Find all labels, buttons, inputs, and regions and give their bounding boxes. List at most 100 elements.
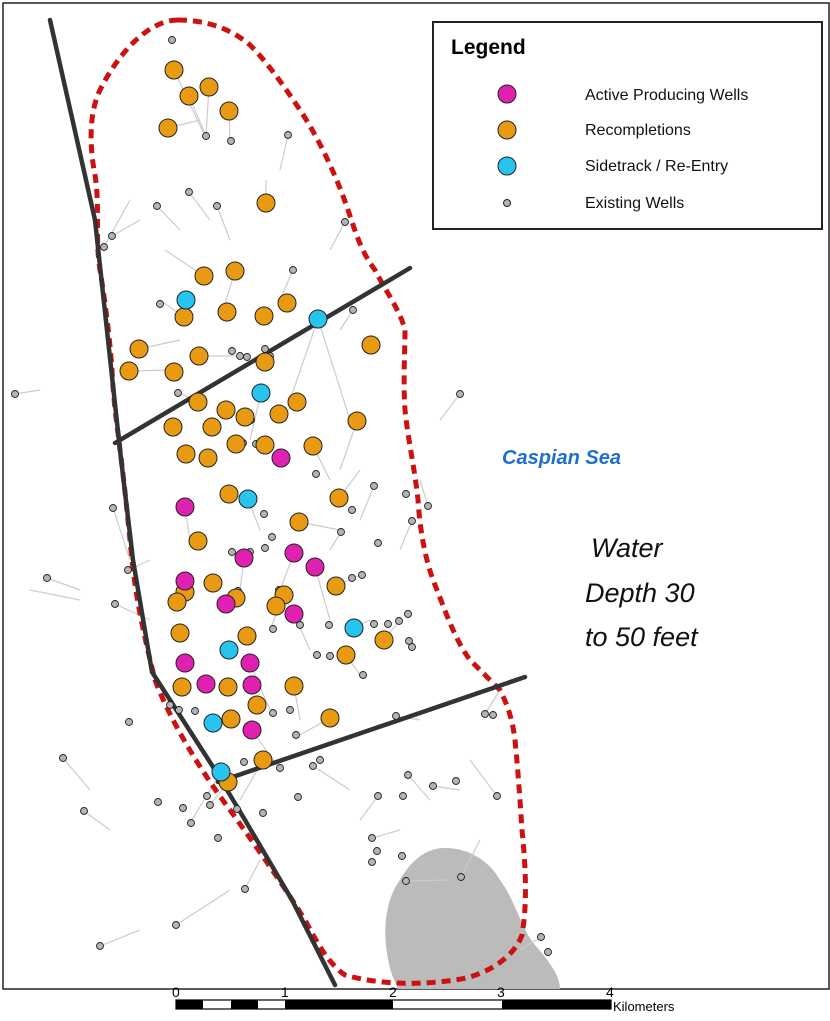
- existing-well-marker: [109, 504, 117, 512]
- active-producing-well-marker: [271, 448, 291, 468]
- recompletion-well-marker: [277, 293, 297, 313]
- recompletion-well-marker: [235, 407, 255, 427]
- existing-well-marker: [537, 933, 545, 941]
- recompletion-well-marker: [219, 484, 239, 504]
- recompletion-well-marker: [237, 626, 257, 646]
- existing-well-marker: [289, 266, 297, 274]
- recompletion-well-marker: [269, 404, 289, 424]
- active-producing-well-marker: [242, 675, 262, 695]
- active-producing-well-marker: [216, 594, 236, 614]
- active-producing-well-marker: [175, 653, 195, 673]
- well-trajectory: [29, 589, 81, 601]
- well-trajectory: [359, 485, 375, 521]
- well-trajectory: [419, 479, 429, 507]
- existing-well-marker: [368, 858, 376, 866]
- existing-well-marker: [481, 710, 489, 718]
- existing-well-marker: [370, 482, 378, 490]
- sidetrack-wells: [176, 290, 364, 782]
- well-trajectory: [339, 309, 354, 331]
- existing-well-marker: [309, 762, 317, 770]
- recompletion-well-marker: [347, 411, 367, 431]
- existing-well-marker: [156, 300, 164, 308]
- recompletion-well-marker: [255, 352, 275, 372]
- well-trajectory: [371, 829, 401, 839]
- well-trajectory: [156, 205, 181, 231]
- scale-segment: [231, 1000, 258, 1009]
- recompletion-well-marker: [176, 444, 196, 464]
- recompletion-well-marker: [218, 677, 238, 697]
- recompletion-well-marker: [188, 531, 208, 551]
- existing-well-marker: [349, 306, 357, 314]
- well-trajectory: [289, 318, 319, 401]
- existing-well-marker: [402, 490, 410, 498]
- recompletion-well-marker: [194, 266, 214, 286]
- existing-well-marker: [228, 548, 236, 556]
- well-trajectory: [439, 393, 461, 421]
- recompletion-well-marker: [164, 60, 184, 80]
- recompletion-well-marker: [179, 86, 199, 106]
- existing-well-marker: [11, 390, 19, 398]
- recompletion-well-marker: [326, 576, 346, 596]
- existing-well-marker: [348, 574, 356, 582]
- existing-well-marker: [228, 347, 236, 355]
- well-trajectory: [519, 936, 542, 951]
- existing-well-marker: [59, 754, 67, 762]
- well-trajectory: [399, 520, 413, 551]
- recompletion-well-marker: [287, 392, 307, 412]
- existing-well-marker: [154, 798, 162, 806]
- existing-well-marker: [125, 718, 133, 726]
- existing-well-marker: [424, 502, 432, 510]
- existing-well-marker: [206, 801, 214, 809]
- recompletion-legend-icon: [497, 120, 517, 140]
- well-trajectory: [460, 839, 481, 878]
- existing-well-marker: [398, 852, 406, 860]
- recompletion-well-marker: [203, 573, 223, 593]
- existing-well-marker: [404, 610, 412, 618]
- existing-well-marker: [452, 777, 460, 785]
- existing-well-marker: [269, 709, 277, 717]
- recompletion-well-marker: [254, 306, 274, 326]
- well-trajectory: [244, 859, 261, 890]
- scale-tick-2: 2: [389, 984, 397, 1000]
- well-trajectory: [329, 221, 346, 251]
- existing-well-marker: [294, 793, 302, 801]
- recompletion-well-marker: [189, 346, 209, 366]
- sidetrack-well-marker: [203, 713, 223, 733]
- existing-well-marker: [80, 807, 88, 815]
- scale-bar: 0 1 2 3 4 Kilometers: [172, 984, 675, 1014]
- well-trajectory: [103, 199, 131, 248]
- recompletion-well-marker: [174, 307, 194, 327]
- recompletion-well-marker: [253, 750, 273, 770]
- scale-segment: [502, 1000, 611, 1009]
- active-producing-well-marker: [284, 604, 304, 624]
- existing-well-marker: [348, 506, 356, 514]
- well-trajectory: [111, 219, 141, 237]
- recompletion-well-marker: [129, 339, 149, 359]
- existing-well-marker: [313, 651, 321, 659]
- well-trajectory: [14, 389, 41, 395]
- well-trajectory: [317, 318, 351, 421]
- existing-well-marker: [268, 533, 276, 541]
- legend-label-sidetrack: Sidetrack / Re-Entry: [585, 158, 728, 175]
- recompletion-well-marker: [256, 193, 276, 213]
- active-producing-well-marker: [196, 674, 216, 694]
- existing-well-marker: [261, 544, 269, 552]
- existing-well-marker: [214, 834, 222, 842]
- well-trajectory: [216, 205, 231, 241]
- recompletion-well-marker: [221, 709, 241, 729]
- well-trajectory: [62, 757, 91, 791]
- existing-well-marker: [261, 345, 269, 353]
- recompletion-well-marker: [225, 261, 245, 281]
- water-depth-line1: Water: [591, 533, 664, 563]
- well-trajectory: [359, 795, 379, 821]
- existing-well-marker: [174, 389, 182, 397]
- existing-well-marker: [100, 243, 108, 251]
- legend: Legend Active Producing Wells Recompleti…: [432, 21, 823, 230]
- existing-well-marker: [316, 756, 324, 764]
- scale-unit: Kilometers: [613, 999, 675, 1014]
- sidetrack-well-marker: [176, 290, 196, 310]
- existing-well-marker: [341, 218, 349, 226]
- recompletion-well-marker: [199, 77, 219, 97]
- caspian-sea-label: Caspian Sea: [502, 447, 621, 469]
- existing-well-marker: [179, 804, 187, 812]
